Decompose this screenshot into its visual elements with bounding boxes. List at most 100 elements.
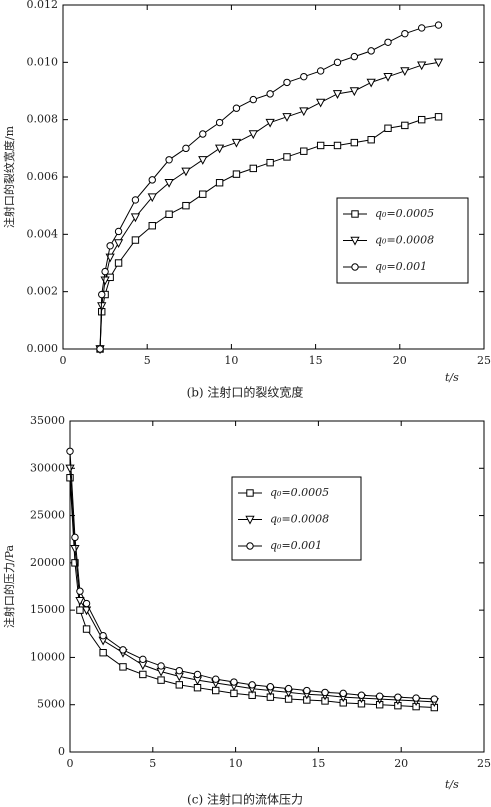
marker — [215, 118, 224, 127]
y-tick-label: 30000 — [30, 461, 65, 474]
marker — [131, 196, 140, 204]
marker — [417, 115, 426, 124]
marker — [76, 606, 84, 614]
marker — [114, 227, 123, 236]
marker — [417, 24, 426, 32]
marker — [181, 167, 191, 177]
marker — [182, 144, 190, 153]
marker — [71, 533, 79, 542]
marker — [303, 686, 311, 695]
y-tick-label: 0.000 — [27, 342, 59, 355]
marker — [231, 138, 242, 148]
marker — [367, 136, 375, 144]
marker — [349, 87, 359, 97]
marker — [101, 267, 109, 276]
x-tick-label: 20 — [394, 757, 408, 770]
marker — [351, 210, 359, 218]
x-tick-label: 25 — [477, 354, 491, 367]
marker — [65, 464, 75, 474]
marker — [265, 118, 275, 128]
marker — [300, 147, 308, 155]
caption: (c) 注射口的流体压力 — [187, 792, 303, 807]
marker — [70, 544, 80, 554]
marker — [96, 345, 104, 353]
marker — [249, 95, 257, 104]
legend-label: q₀=0.001 — [270, 539, 322, 552]
y-tick-label: 20000 — [30, 556, 65, 569]
legend-label: q₀=0.0008 — [375, 234, 434, 247]
marker — [249, 164, 257, 173]
x-tick-label: 15 — [309, 354, 323, 367]
marker — [248, 130, 258, 140]
marker — [333, 58, 342, 67]
marker — [433, 58, 444, 68]
marker — [367, 47, 375, 55]
marker — [106, 242, 114, 250]
marker — [266, 683, 275, 691]
marker — [212, 686, 220, 695]
marker — [230, 678, 238, 686]
marker — [99, 631, 107, 640]
marker — [113, 239, 124, 249]
marker — [71, 559, 79, 567]
marker — [245, 515, 255, 525]
legend-label: q₀=0.001 — [375, 260, 427, 273]
y-tick-label: 0.008 — [27, 113, 59, 126]
marker — [198, 156, 208, 165]
marker — [157, 662, 165, 670]
marker — [300, 72, 308, 81]
y-axis-label: 注射口的压力/Pa — [2, 544, 16, 628]
marker — [417, 61, 427, 71]
y-tick-label: 15000 — [30, 603, 65, 616]
marker — [131, 236, 140, 244]
marker — [434, 21, 443, 29]
x-axis-label: t/s — [445, 778, 459, 791]
marker — [139, 670, 147, 679]
marker — [119, 646, 127, 654]
marker — [434, 113, 443, 121]
marker — [148, 176, 156, 184]
x-tick-label: 5 — [144, 354, 151, 367]
marker — [148, 222, 156, 230]
y-tick-label: 0.006 — [27, 170, 59, 183]
x-tick-label: 20 — [393, 354, 407, 367]
x-tick-label: 0 — [60, 354, 67, 367]
y-tick-label: 0.010 — [27, 55, 59, 68]
marker — [316, 98, 326, 108]
marker — [246, 542, 254, 550]
legend-label: q₀=0.0005 — [270, 486, 329, 499]
marker — [299, 107, 309, 117]
marker — [100, 276, 110, 286]
marker — [384, 38, 392, 46]
y-tick-label: 35000 — [30, 414, 65, 427]
legend-label: q₀=0.0008 — [270, 513, 329, 526]
marker — [164, 179, 174, 188]
caption: (b) 注射口的裂纹宽度 — [187, 385, 304, 400]
marker — [357, 691, 366, 699]
marker — [147, 193, 157, 203]
marker — [212, 675, 220, 683]
marker — [401, 121, 409, 130]
marker — [165, 210, 173, 218]
marker — [99, 649, 107, 657]
marker — [400, 67, 410, 77]
legend-label: q₀=0.0005 — [375, 207, 434, 220]
marker — [430, 695, 439, 703]
marker — [82, 599, 91, 608]
y-tick-label: 0.012 — [27, 0, 59, 11]
y-tick-label: 5000 — [37, 698, 65, 711]
marker — [282, 113, 292, 122]
marker — [316, 67, 325, 75]
marker — [333, 141, 342, 150]
marker — [232, 170, 241, 178]
x-tick-label: 15 — [311, 757, 325, 770]
marker — [384, 124, 392, 132]
marker — [175, 666, 183, 675]
marker — [283, 78, 291, 87]
marker — [130, 213, 141, 223]
marker — [232, 104, 241, 112]
x-tick-label: 5 — [149, 757, 156, 770]
marker — [383, 72, 393, 82]
marker — [66, 447, 74, 455]
